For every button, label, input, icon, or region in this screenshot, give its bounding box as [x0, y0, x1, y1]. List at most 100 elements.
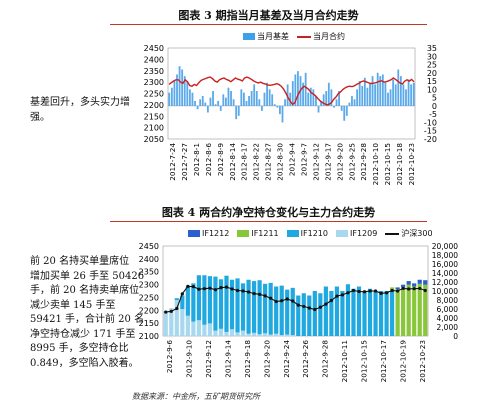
fig3-basis-bar-20	[219, 105, 222, 111]
fig4-bar-IF1209-18	[263, 333, 268, 336]
fig4-bar-IF1210-29	[323, 286, 328, 336]
fig4-bar-IF1210-2	[174, 298, 179, 300]
fig3-basis-bar-0	[168, 92, 171, 106]
fig3-basis-bar-75	[361, 86, 364, 106]
fig4-hs300-point-24	[296, 303, 300, 307]
fig4-hs300-point-10	[219, 286, 223, 290]
fig4-hs300-point-14	[241, 289, 245, 293]
fig4-bar-IF1210-38	[373, 291, 378, 336]
fig4-bar-IF1210-3	[180, 295, 185, 309]
fig3-right-tick-3: 20	[427, 69, 437, 78]
side2-line-3: 减少卖单 145 手至	[30, 299, 116, 311]
fig4-left-tick-6: 2150	[139, 319, 159, 328]
side2-line-2: 手，前 20 名持卖单席位	[30, 285, 140, 296]
fig3-legend-contract-label: 当月合约	[313, 32, 345, 41]
fig4-bar-IF1210-7	[202, 275, 207, 325]
fig4-bar-IF1210-30	[329, 291, 334, 336]
fig4-legend-item-4: 沪深300	[385, 228, 433, 239]
fig3-basis-bar-48	[291, 81, 294, 106]
fig4-legend-item-1: IF1211	[237, 229, 279, 238]
fig4-bar-IF1209-9	[213, 330, 218, 336]
fig4-hs300-point-42	[396, 289, 400, 293]
fig4-hs300-point-45	[412, 287, 416, 291]
fig3-basis-bar-78	[369, 82, 371, 106]
fig3-basis-bar-21	[222, 94, 225, 106]
fig4-bar-IF1209-20	[274, 333, 279, 336]
fig3-x-tick-7: 2012-8-22	[252, 143, 261, 181]
fig4-bar-IF1211-42	[395, 289, 400, 336]
fig3-left-tick-5: 2200	[144, 101, 164, 110]
fig3-basis-bar-22	[224, 97, 227, 106]
fig3-side-text: 基差回升，多头实力增 强。	[30, 96, 130, 125]
fig4-bar-IF1210-35	[356, 286, 362, 336]
fig4-bar-IF1210-21	[279, 285, 284, 336]
side2-line-5: 净空持仓减少 171 手至	[30, 328, 136, 340]
fig3-basis-bar-11	[196, 105, 199, 110]
fig4-legend-label-1: IF1211	[251, 229, 279, 238]
fig3-basis-bar-79	[371, 76, 374, 106]
fig3-legend-basis: 当月基差	[243, 31, 289, 42]
fig3-title: 图表 3 期指当月基差及当月合约走势	[178, 9, 359, 22]
fig4-bar-IF1209-3	[180, 309, 185, 336]
fig4-bar-IF1210-36	[362, 291, 367, 336]
fig4-hs300-point-22	[285, 297, 289, 301]
fig4-hs300-point-11	[224, 285, 229, 289]
fig4-hs300-point-9	[213, 288, 218, 292]
fig3-basis-bar-57	[315, 95, 317, 106]
fig4-x-tick-13: 2012-10-23	[418, 340, 427, 383]
fig4-hs300-point-23	[291, 299, 295, 303]
fig4-bar-IF1209-4	[185, 315, 190, 336]
fig4-right-tick-1: 18,000	[432, 251, 458, 260]
fig4-hs300-point-2	[175, 306, 179, 311]
fig4-legend-swatch-4	[385, 232, 400, 235]
fig4-legend-swatch-2	[286, 230, 299, 237]
fig3-basis-bar-7	[186, 81, 189, 106]
fig4-hs300-point-38	[373, 289, 378, 293]
fig3-right-tick-1: 30	[427, 52, 437, 61]
fig3-basis-bar-88	[394, 84, 397, 106]
fig4-right-tick-6: 8,000	[437, 296, 459, 305]
fig3-basis-bar-29	[243, 92, 245, 106]
fig3-basis-bar-19	[217, 100, 220, 106]
fig3-x-tick-17: 2012-10-10	[371, 143, 380, 186]
fig4-bar-IF1211-47	[423, 284, 428, 336]
fig3-basis-bar-1	[170, 87, 173, 106]
fig4-hs300-point-35	[357, 289, 361, 294]
fig4-bar-IF1209-19	[268, 334, 273, 336]
fig4-bar-IF1210-33	[345, 284, 351, 336]
fig4-bar-IF1210-18	[263, 283, 268, 334]
fig3-left-tick-6: 2150	[144, 112, 164, 121]
fig4-bar-IF1209-15	[246, 333, 251, 336]
fig4-hs300-point-37	[368, 289, 372, 293]
fig3-basis-bar-37	[263, 92, 266, 106]
fig4-bar-IF1209-23	[290, 335, 295, 336]
fig4-x-tick-11: 2012-10-17	[379, 340, 388, 383]
fig3-x-tick-19: 2012-10-18	[395, 143, 404, 186]
fig4-hs300-point-26	[307, 306, 311, 310]
side2-line-7: 0.849，多空陷入胶着。	[30, 357, 139, 369]
fig4-hs300-point-15	[246, 290, 251, 294]
fig4-hs300-point-0	[164, 310, 168, 314]
fig4-hs300-point-4	[186, 284, 190, 288]
fig4-right-tick-2: 16,000	[432, 260, 458, 269]
fig4-bar-IF1210-40	[384, 291, 389, 336]
fig4-bar-IF1209-5	[191, 321, 196, 336]
fig4-legend-swatch-0	[188, 230, 200, 237]
fig4-hs300-point-41	[390, 288, 394, 293]
fig3-x-tick-0: 2012-7-24	[168, 143, 177, 181]
fig3-basis-bar-32	[250, 91, 253, 106]
fig4-hs300-point-46	[418, 286, 422, 291]
fig4-hs300-point-34	[351, 288, 356, 293]
fig3-basis-bar-16	[209, 97, 212, 106]
fig4-x-tick-12: 2012-10-19	[399, 340, 408, 383]
fig3-left-tick-4: 2250	[144, 90, 164, 99]
fig4-bar-IF1210-5	[191, 283, 196, 322]
fig4-bar-IF1209-10	[218, 328, 224, 336]
fig4-bar-IF1212-44	[406, 281, 411, 285]
fig4-bar-IF1210-37	[367, 288, 373, 336]
fig4-bar-IF1210-4	[185, 286, 190, 316]
fig3-basis-bar-77	[366, 87, 369, 106]
fig4-x-tick-3: 2012-9-14	[223, 340, 232, 378]
fig3-basis-bar-87	[392, 79, 395, 106]
fig3-basis-bar-66	[338, 91, 340, 106]
